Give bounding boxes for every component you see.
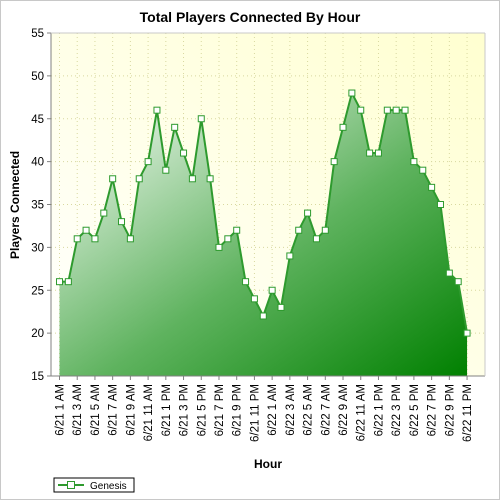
x-tick-label: 6/22 1 PM bbox=[373, 384, 385, 436]
y-ticks: 15 20 25 30 35 40 45 50 55 bbox=[31, 28, 51, 383]
chart-title: Total Players Connected By Hour bbox=[140, 9, 361, 25]
data-point bbox=[250, 295, 258, 303]
series-points bbox=[56, 89, 471, 337]
data-point bbox=[410, 158, 418, 166]
x-tick-label: 6/21 9 AM bbox=[125, 384, 137, 436]
x-tick-label: 6/22 11 AM bbox=[356, 384, 368, 441]
data-point bbox=[56, 278, 63, 286]
x-tick-label: 6/22 7 PM bbox=[427, 384, 439, 436]
data-point bbox=[126, 235, 134, 243]
x-tick-label: 6/21 7 PM bbox=[214, 384, 226, 436]
data-point bbox=[215, 243, 223, 251]
series-area bbox=[59, 93, 468, 377]
x-tick-label: 6/22 7 AM bbox=[320, 384, 332, 436]
data-point bbox=[428, 183, 436, 191]
data-point bbox=[339, 123, 347, 131]
y-tick-label: 45 bbox=[31, 114, 44, 126]
data-point bbox=[242, 278, 250, 286]
x-tick-label: 6/22 5 PM bbox=[409, 384, 421, 436]
y-tick-label: 35 bbox=[31, 200, 44, 212]
data-point bbox=[295, 226, 303, 234]
y-tick-label: 50 bbox=[31, 71, 44, 83]
data-point bbox=[286, 252, 294, 260]
x-tick-label: 6/21 11 AM bbox=[143, 384, 155, 441]
x-tick-label: 6/21 3 AM bbox=[72, 384, 84, 436]
y-axis-label: Players Connected bbox=[8, 151, 22, 259]
data-point bbox=[330, 158, 338, 166]
data-point bbox=[401, 106, 409, 114]
legend-marker-swatch bbox=[67, 481, 75, 489]
x-tick-label: 6/22 5 AM bbox=[303, 384, 315, 436]
x-tick-label: 6/22 1 AM bbox=[267, 384, 279, 436]
data-point bbox=[135, 175, 143, 183]
y-tick-label: 20 bbox=[31, 328, 44, 340]
data-point bbox=[374, 149, 382, 157]
data-point bbox=[436, 201, 444, 208]
data-point bbox=[463, 329, 471, 337]
data-point bbox=[171, 123, 179, 131]
data-point bbox=[206, 175, 214, 183]
data-point bbox=[268, 286, 276, 294]
x-tick-label: 6/21 9 PM bbox=[232, 384, 244, 436]
x-tick-label: 6/21 1 PM bbox=[161, 384, 173, 436]
data-point bbox=[224, 235, 232, 243]
axes bbox=[50, 32, 486, 377]
y-tick-label: 40 bbox=[31, 157, 44, 169]
x-tick-label: 6/22 3 PM bbox=[391, 384, 403, 436]
data-point bbox=[91, 235, 99, 243]
data-point bbox=[64, 278, 72, 286]
data-point bbox=[118, 218, 126, 226]
data-point bbox=[100, 209, 108, 217]
x-axis-label: Hour bbox=[254, 457, 282, 471]
data-point bbox=[445, 269, 453, 277]
data-point bbox=[82, 226, 90, 234]
data-point bbox=[366, 149, 374, 157]
x-tick-label: 6/21 5 PM bbox=[196, 384, 208, 436]
x-tick-label: 6/21 11 PM bbox=[249, 384, 261, 442]
data-point bbox=[304, 209, 312, 217]
data-point bbox=[180, 149, 188, 157]
x-tick-label: 6/21 5 AM bbox=[90, 384, 102, 436]
data-point bbox=[357, 106, 365, 114]
legend: Genesis bbox=[53, 477, 135, 493]
x-ticks: 6/21 1 AM 6/21 3 AM 6/21 5 AM 6/21 7 AM 6/21… bbox=[55, 376, 474, 442]
data-point bbox=[188, 175, 196, 183]
data-point bbox=[153, 106, 161, 114]
x-tick-label: 6/21 7 AM bbox=[108, 384, 120, 436]
data-point bbox=[454, 278, 462, 286]
data-point bbox=[259, 312, 267, 320]
data-point bbox=[233, 226, 241, 234]
data-point bbox=[277, 303, 285, 311]
data-point bbox=[348, 89, 356, 97]
data-point bbox=[197, 115, 205, 123]
data-point bbox=[312, 235, 320, 243]
y-tick-label: 30 bbox=[31, 242, 44, 254]
data-point bbox=[109, 175, 117, 183]
x-tick-label: 6/22 3 AM bbox=[285, 384, 297, 436]
data-point bbox=[162, 166, 170, 174]
x-tick-label: 6/22 11 PM bbox=[462, 384, 474, 442]
y-tick-label: 25 bbox=[31, 285, 44, 297]
data-point bbox=[383, 106, 391, 114]
data-point bbox=[144, 158, 152, 166]
data-point bbox=[321, 226, 329, 234]
legend-label: Genesis bbox=[90, 481, 127, 492]
data-point bbox=[392, 106, 400, 114]
x-tick-label: 6/22 9 AM bbox=[338, 384, 350, 436]
y-tick-label: 55 bbox=[31, 28, 44, 40]
y-tick-label: 15 bbox=[31, 371, 44, 383]
x-tick-label: 6/21 3 PM bbox=[179, 384, 191, 436]
x-tick-label: 6/21 1 AM bbox=[55, 384, 67, 436]
data-point bbox=[73, 235, 81, 243]
data-point bbox=[419, 166, 427, 174]
x-tick-label: 6/22 9 PM bbox=[444, 384, 456, 436]
